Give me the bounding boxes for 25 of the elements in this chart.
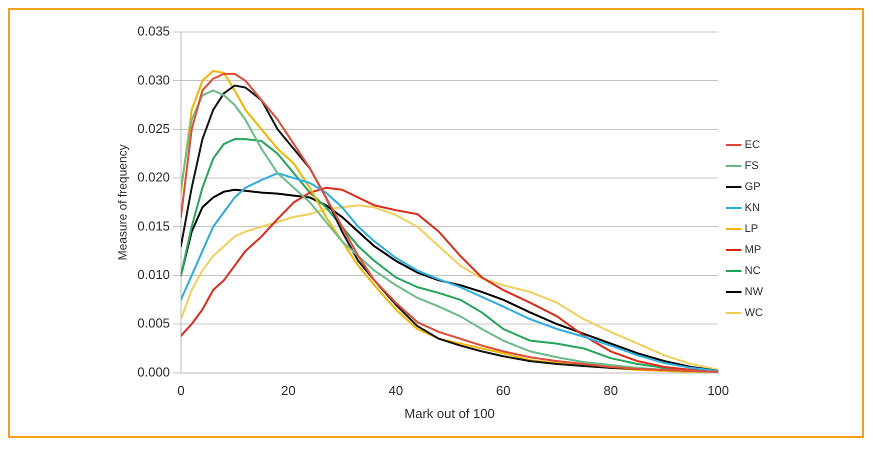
x-tick-label: 80 [603, 383, 618, 398]
x-tick-label: 60 [496, 383, 511, 398]
y-tick-label: 0.005 [137, 316, 170, 331]
x-tick-label: 40 [388, 383, 404, 398]
y-tick-label: 0.025 [137, 120, 170, 136]
legend-label: KN [744, 202, 760, 214]
y-axis-title: Measure of frequency [116, 144, 130, 260]
y-tick-label: 0.030 [137, 72, 170, 88]
x-tick-label: 100 [707, 383, 730, 398]
y-tick-label: 0.000 [137, 364, 170, 380]
legend-label: NC [744, 265, 761, 278]
y-tick-label: 0.015 [137, 218, 170, 234]
x-tick-label: 0 [177, 383, 185, 398]
legend-label: NW [744, 286, 764, 298]
x-axis-title: Mark out of 100 [404, 406, 495, 421]
y-tick-label: 0.010 [137, 267, 170, 282]
legend-label: EC [744, 139, 760, 152]
x-tick-label: 20 [281, 383, 296, 398]
legend-label: FS [744, 160, 759, 172]
y-tick-label: 0.020 [137, 170, 170, 185]
legend-label: WC [744, 307, 764, 320]
legend-label: LP [744, 223, 758, 236]
legend-label: GP [744, 181, 761, 194]
y-tick-label: 0.035 [137, 24, 170, 39]
legend-label: MP [744, 244, 762, 256]
